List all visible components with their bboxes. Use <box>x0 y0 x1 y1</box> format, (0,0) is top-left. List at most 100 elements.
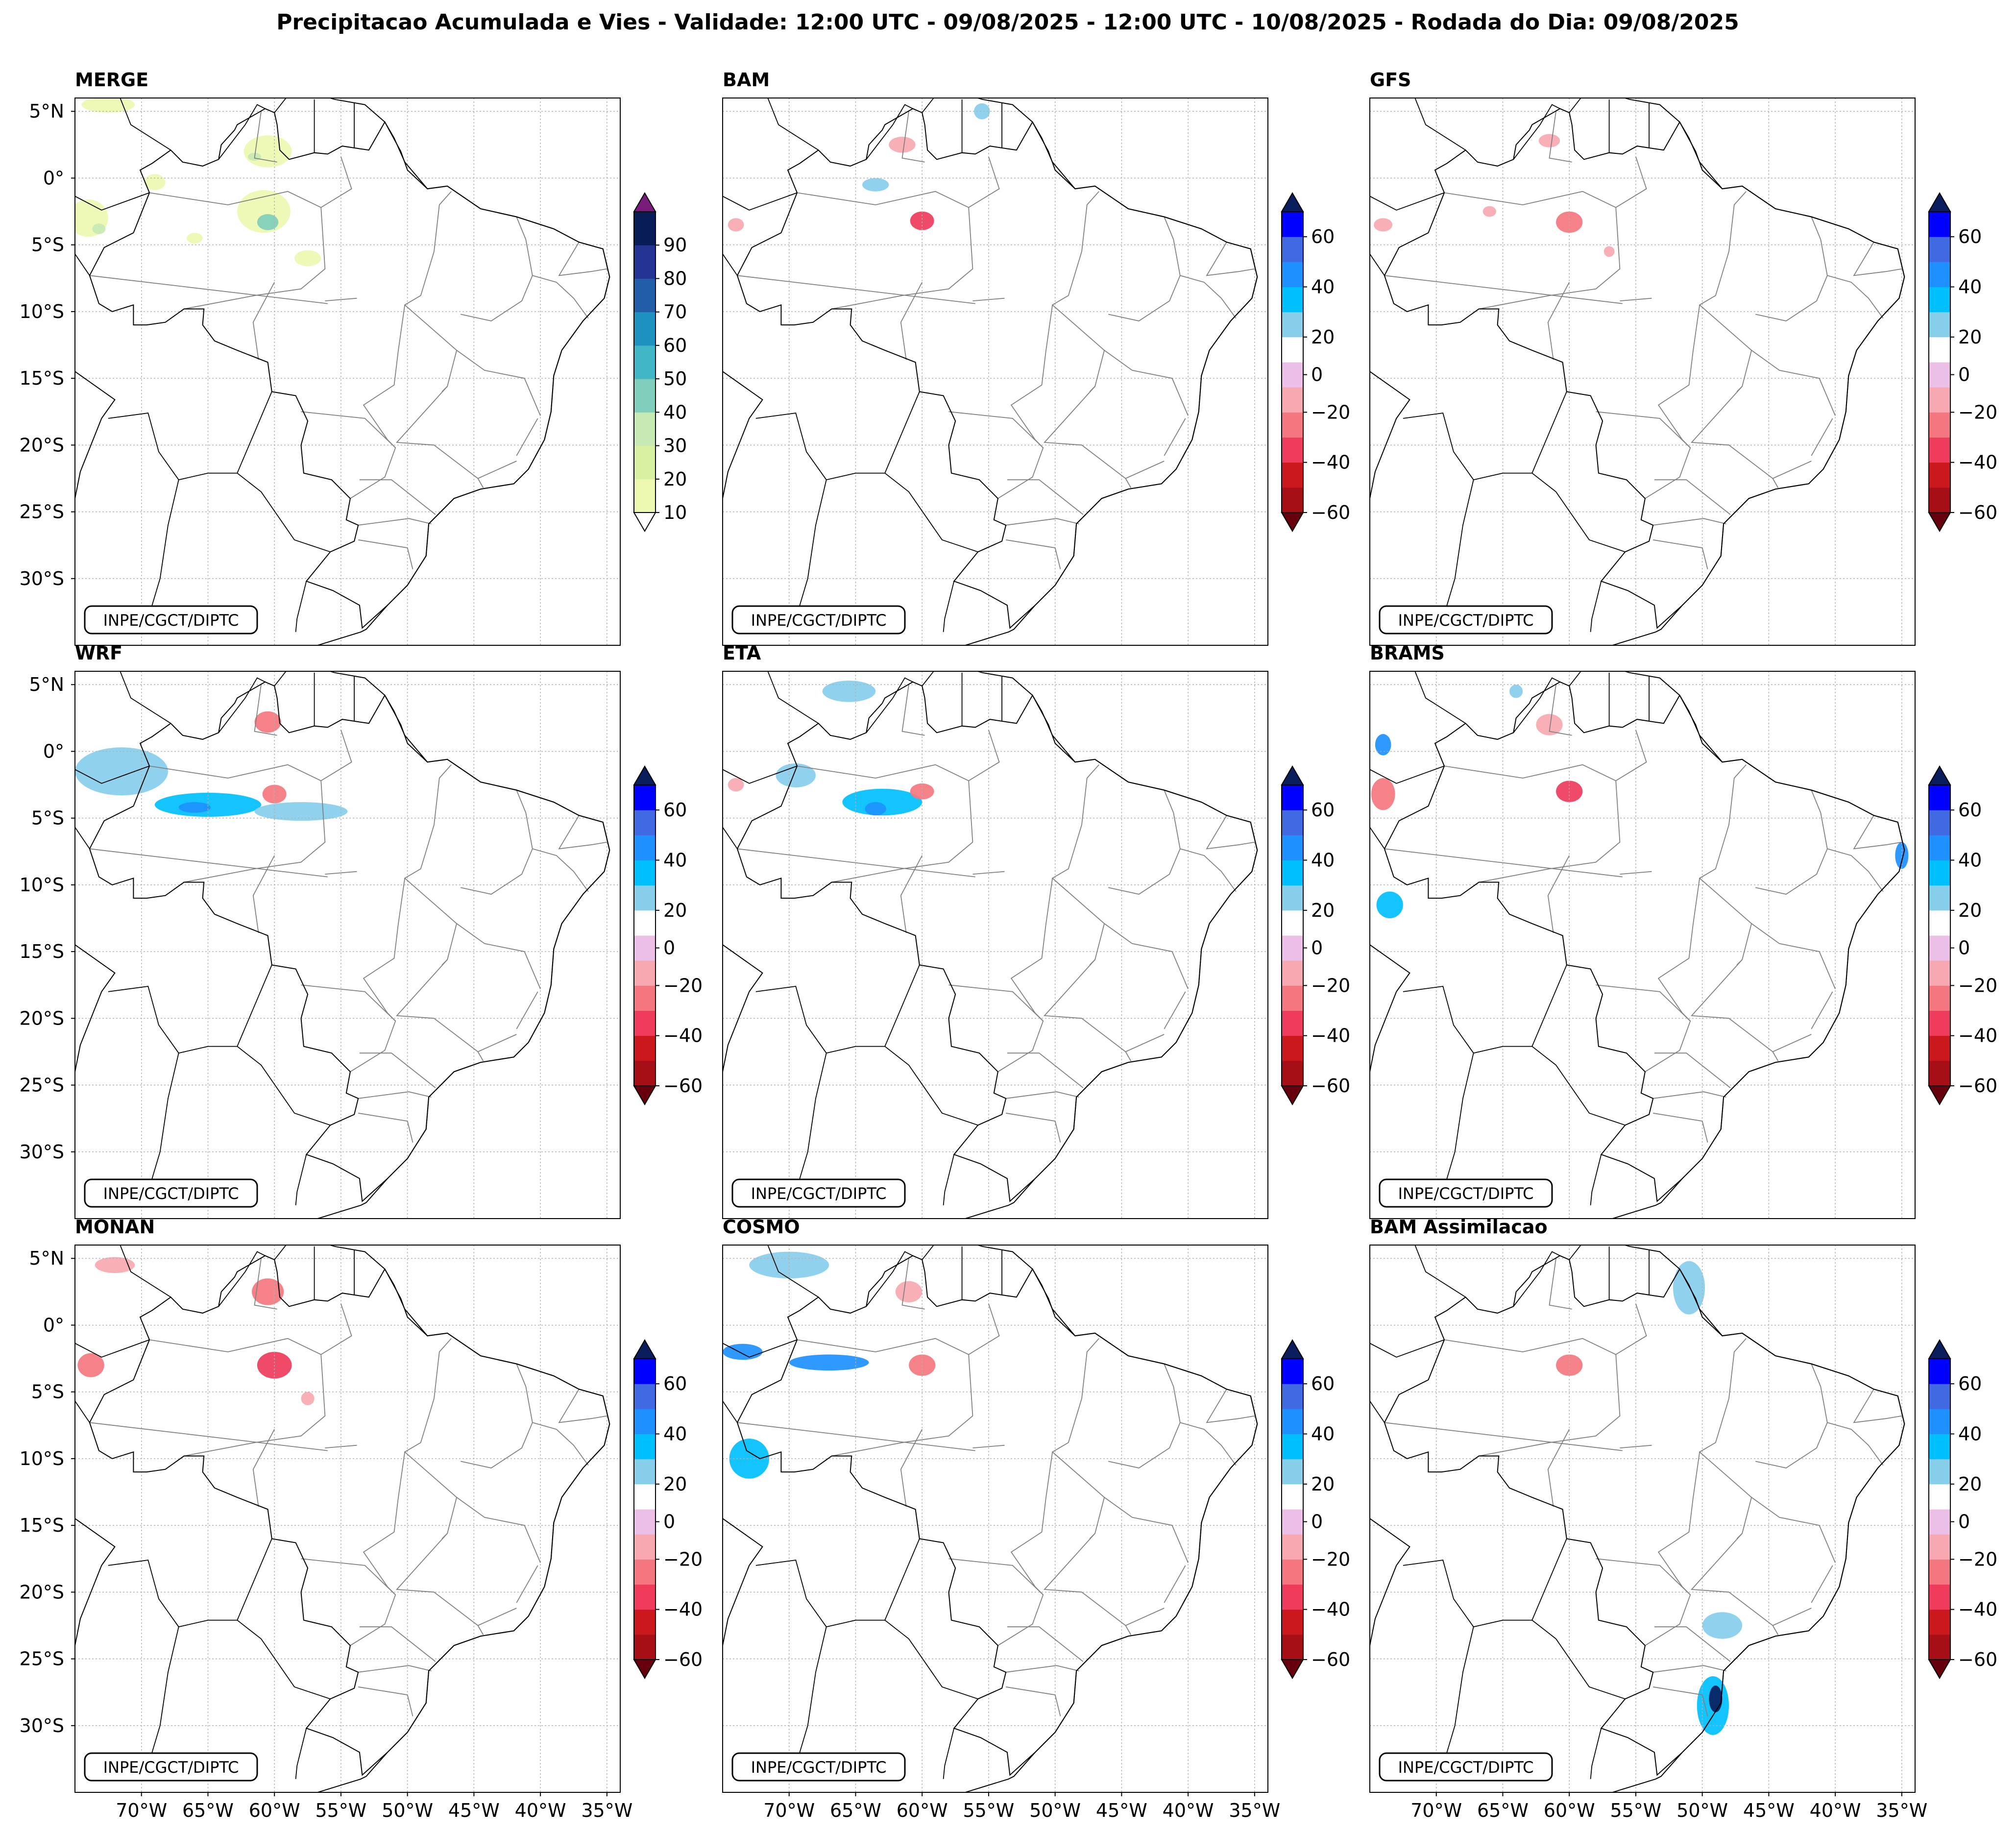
colorbar-segment <box>634 860 656 886</box>
credit-box: INPE/CGCT/DIPTC <box>84 1178 258 1208</box>
x-tick-label: 40°W <box>515 1800 566 1821</box>
colorbar-segment <box>1282 362 1303 388</box>
colorbar-segment <box>634 1509 656 1535</box>
colorbar-tick-label: 20 <box>663 900 687 921</box>
country-border <box>218 1251 266 1307</box>
colorbar-segment <box>1929 1559 1950 1585</box>
state-border <box>900 282 923 360</box>
colorbar-segment <box>1929 1459 1950 1485</box>
credit-text: INPE/CGCT/DIPTC <box>103 1184 239 1203</box>
precip-cell <box>1376 891 1403 919</box>
state-border <box>1615 156 1647 208</box>
precip-cell <box>729 1439 770 1479</box>
state-border <box>972 297 1005 301</box>
colorbar-segment <box>634 985 656 1011</box>
y-tick-label: 0° <box>43 740 64 762</box>
coastline <box>1370 1245 1905 1792</box>
colorbar-segment <box>1282 1434 1303 1460</box>
state-border <box>1620 1444 1652 1448</box>
state-border <box>901 1258 925 1310</box>
country-border <box>1569 98 1581 113</box>
state-border <box>1164 418 1186 456</box>
state-border <box>1751 350 1836 416</box>
colorbar-segment <box>634 910 656 936</box>
country-border <box>767 671 819 724</box>
state-border <box>1549 1258 1572 1310</box>
state-border <box>1007 1052 1084 1088</box>
state-border <box>1653 539 1708 569</box>
x-tick-label: 40°W <box>1163 1800 1214 1821</box>
colorbar-tick-label: −60 <box>1958 1075 1997 1097</box>
state-border <box>1827 275 1884 319</box>
state-border <box>1104 1497 1189 1563</box>
map-frame <box>722 671 1268 1219</box>
colorbar-tick-label: −20 <box>663 975 703 996</box>
y-tick-label: 25°S <box>20 1648 64 1670</box>
x-tick-label: 35°W <box>581 1800 632 1821</box>
colorbar: 60 40 20 0 −20 −40 −60 <box>1928 192 1997 532</box>
precip-cell <box>889 137 916 153</box>
state-border <box>456 923 541 989</box>
colorbar-segment <box>1929 412 1950 438</box>
country-border <box>144 1052 179 1206</box>
colorbar-segment <box>634 885 656 911</box>
state-border <box>1772 1625 1779 1635</box>
colorbar-segment <box>634 479 656 513</box>
colorbar-segment <box>634 445 656 480</box>
country-border <box>791 1052 827 1206</box>
colorbar: 10 20 30 40 50 60 70 80 90 <box>633 192 687 532</box>
colorbar-tick-label: 0 <box>1311 937 1323 959</box>
state-border <box>1772 478 1779 488</box>
country-border <box>237 1046 331 1126</box>
credit-text: INPE/CGCT/DIPTC <box>751 1758 887 1777</box>
state-border <box>358 1091 432 1099</box>
map-frame <box>722 98 1268 646</box>
colorbar-segment <box>634 312 656 346</box>
colorbar-segment <box>1282 412 1303 438</box>
country-border <box>884 1046 978 1126</box>
precip-cell <box>178 802 211 813</box>
colorbar-tick-label: 40 <box>663 850 687 871</box>
colorbar-segment <box>1282 1409 1303 1434</box>
country-border <box>1370 1339 1445 1358</box>
colorbar-tick-label: −40 <box>663 1599 703 1620</box>
state-border <box>797 764 973 883</box>
country-border <box>1569 1245 1581 1260</box>
colorbar-segment <box>1282 1509 1303 1535</box>
state-border <box>948 411 1044 499</box>
state-border <box>1827 1422 1884 1466</box>
credit-text: INPE/CGCT/DIPTC <box>1398 1758 1534 1777</box>
colorbar: 60 40 20 0 −20 −40 −60 <box>633 1339 703 1679</box>
state-border <box>1104 923 1189 989</box>
state-border <box>516 1565 538 1603</box>
precip-cell <box>1538 134 1560 147</box>
colorbar-segment <box>634 810 656 835</box>
state-border <box>456 350 541 416</box>
colorbar-segment <box>1929 1035 1950 1061</box>
precip-cell <box>895 1281 923 1303</box>
colorbar-tick-label: 40 <box>1958 1423 1982 1445</box>
precip-cell <box>81 98 135 113</box>
state-border <box>301 984 396 1073</box>
colorbar-segment <box>634 212 656 245</box>
colorbar-segment <box>634 1584 656 1610</box>
colorbar-segment <box>1282 835 1303 860</box>
colorbar-segment <box>1929 437 1950 463</box>
country-border <box>767 98 819 151</box>
x-tick-label: 50°W <box>382 1800 433 1821</box>
colorbar-tick-label: 70 <box>663 301 687 323</box>
colorbar-segment <box>1929 1409 1950 1434</box>
colorbar-tick-label: −60 <box>1311 502 1350 523</box>
precip-cell <box>75 747 169 796</box>
colorbar-segment <box>634 1384 656 1409</box>
x-tick-label: 60°W <box>249 1800 300 1821</box>
state-border <box>1654 479 1731 515</box>
precip-cell <box>187 233 203 244</box>
state-border <box>1006 1112 1061 1143</box>
colorbar-segment <box>1929 1010 1950 1036</box>
state-border <box>1811 1565 1833 1603</box>
colorbar: 60 40 20 0 −20 −40 −60 <box>1281 765 1350 1105</box>
precip-cell <box>789 1354 869 1371</box>
state-border <box>1444 1338 1621 1457</box>
colorbar-segment <box>1929 387 1950 413</box>
